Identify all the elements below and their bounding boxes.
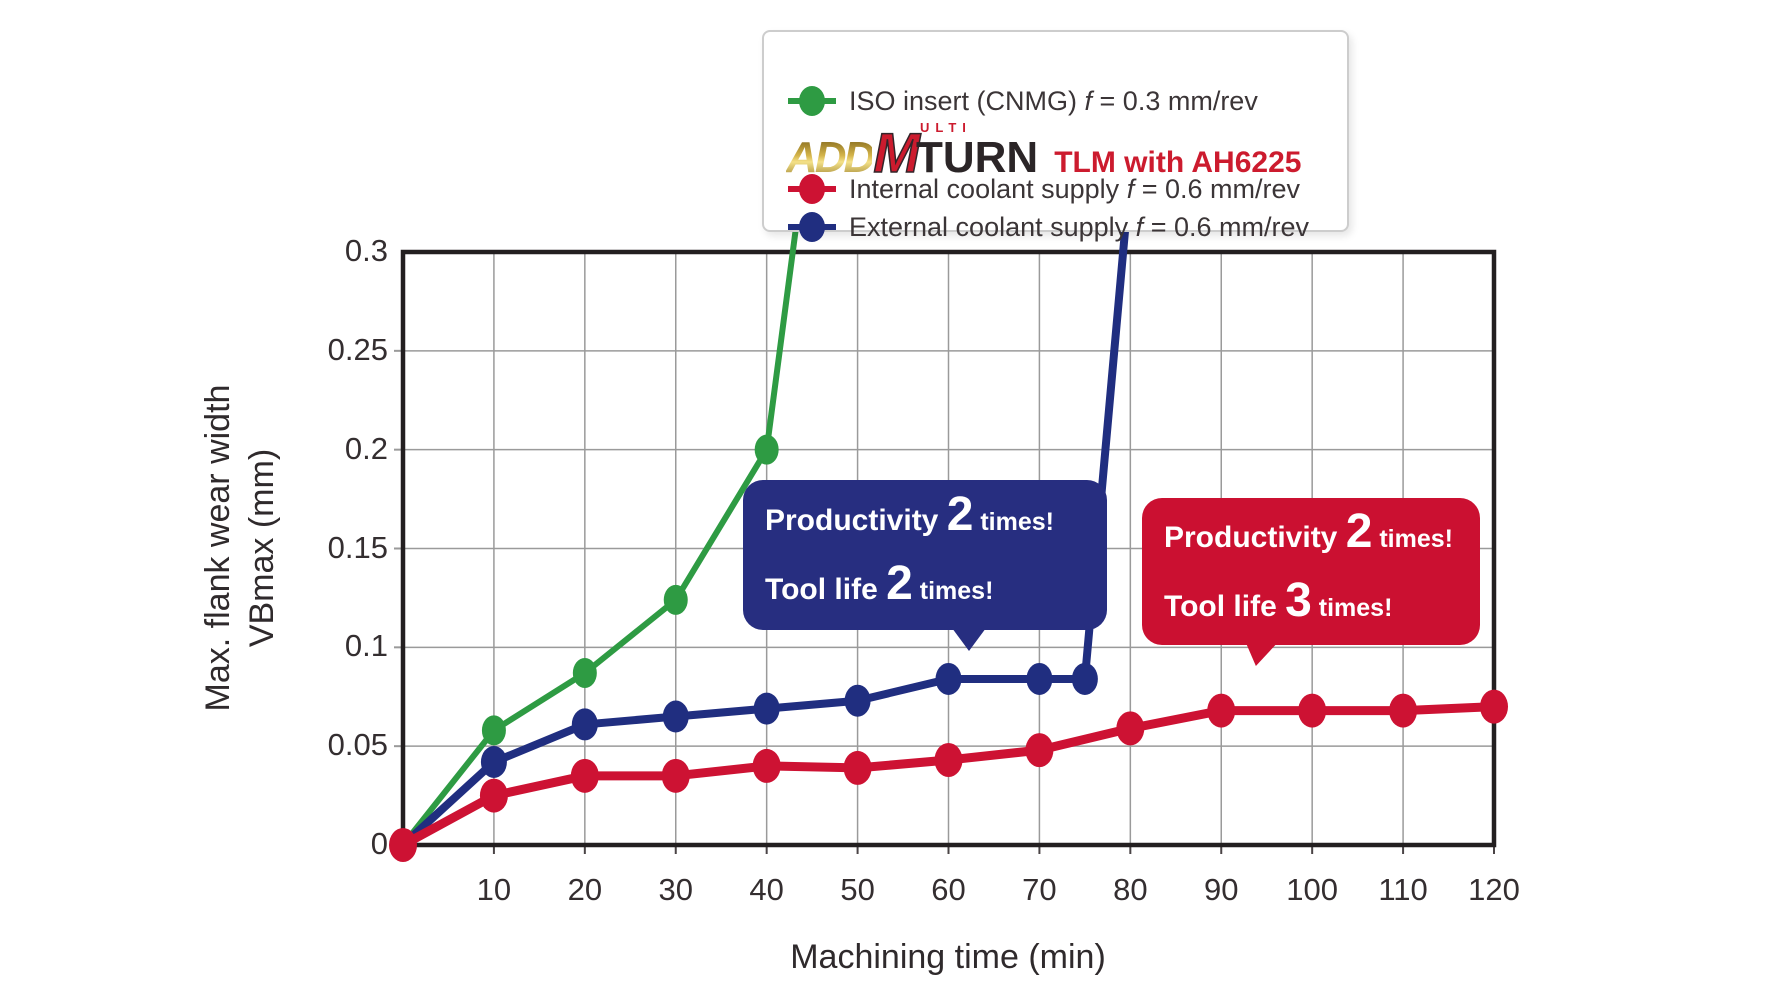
x-tick-label: 60 — [931, 872, 966, 907]
legend-label: External coolant supply f = 0.6 mm/rev — [849, 211, 1309, 242]
data-point — [843, 750, 872, 785]
callout-big-number: 2 — [946, 488, 974, 541]
x-tick-label: 20 — [567, 872, 603, 907]
series-line-2e9b43 — [400, 219, 800, 848]
x-tick-label: 40 — [749, 872, 784, 907]
callout-external-coolant: Productivity 2 times! Tool life 2 times! — [743, 480, 1107, 651]
data-point — [570, 758, 599, 793]
y-axis-title-line1: Max. flank wear width — [199, 384, 237, 712]
legend-label: Internal coolant supply f = 0.6 mm/rev — [849, 173, 1300, 204]
callout-big-number: 2 — [1345, 504, 1373, 558]
data-point — [571, 708, 598, 741]
data-point — [1207, 693, 1236, 728]
data-point — [480, 745, 507, 778]
data-point — [752, 748, 781, 783]
data-point — [661, 758, 690, 793]
logo-grade-text: TLM with AH6225 — [1054, 146, 1302, 179]
data-point — [934, 743, 963, 778]
callout-text: Tool life — [1164, 589, 1286, 623]
data-point — [481, 715, 506, 746]
blue-line-marker-icon — [788, 211, 836, 243]
data-point — [1025, 733, 1054, 768]
y-tick-label: 0.3 — [344, 233, 388, 268]
legend-item-iso-insert: ISO insert (CNMG) f = 0.3 mm/rev — [788, 84, 1258, 118]
callout-text: Productivity — [765, 504, 947, 537]
data-point — [572, 658, 597, 689]
callout-tail-pointer — [1238, 641, 1280, 666]
data-point — [935, 662, 962, 695]
callout-internal-coolant: Productivity 2 times! Tool life 3 times! — [1142, 498, 1480, 666]
data-point — [753, 692, 780, 725]
y-tick-label: 0.05 — [327, 727, 388, 763]
x-tick-label: 10 — [476, 872, 512, 907]
x-tick-label: 50 — [840, 872, 875, 907]
logo-turn-text: TURN — [915, 133, 1039, 182]
legend-item-external-coolant: External coolant supply f = 0.6 mm/rev — [788, 210, 1309, 244]
data-point — [389, 828, 417, 862]
x-tick-label: 30 — [658, 872, 693, 907]
data-point — [662, 700, 689, 733]
data-point — [1116, 711, 1145, 746]
addmultiturn-logo: ADD M ULTI TURN TLM with AH6225 — [786, 120, 1301, 185]
callout-big-number: 3 — [1285, 573, 1312, 627]
data-point — [1071, 662, 1098, 695]
data-point — [1298, 693, 1327, 728]
y-tick-label: 0.25 — [327, 331, 388, 367]
red-line-marker-icon — [788, 173, 836, 205]
x-tick-label: 90 — [1204, 872, 1239, 907]
data-point — [479, 778, 508, 813]
legend-item-internal-coolant: Internal coolant supply f = 0.6 mm/rev — [788, 172, 1300, 206]
data-point — [1389, 693, 1418, 728]
data-point — [1480, 689, 1508, 724]
y-tick-label: 0.2 — [344, 430, 388, 466]
x-tick-label: 70 — [1022, 872, 1057, 907]
y-tick-label: 0 — [370, 826, 388, 861]
x-tick-label: 80 — [1113, 872, 1148, 907]
logo-add-text: ADD — [786, 133, 875, 182]
green-line-marker-icon — [788, 85, 836, 117]
logo-ulti-text: ULTI — [919, 120, 972, 135]
logo-m-text: M — [873, 120, 921, 185]
data-point — [844, 684, 871, 717]
legend-box: ISO insert (CNMG) f = 0.3 mm/rev ADD M ULT… — [762, 30, 1349, 242]
y-tick-label: 0.1 — [344, 628, 388, 664]
y-tick-label: 0.15 — [327, 529, 388, 565]
data-point — [663, 584, 688, 615]
legend-label: ISO insert (CNMG) f = 0.3 mm/rev — [849, 85, 1258, 116]
plot-border — [400, 249, 1497, 848]
callout-text: Tool life — [765, 573, 887, 606]
x-tick-label: 100 — [1286, 872, 1339, 907]
data-point — [754, 434, 779, 465]
callout-big-number: 2 — [886, 557, 913, 610]
callout-text: Productivity — [1164, 520, 1346, 554]
data-point — [1026, 662, 1053, 695]
callout-tail-pointer — [952, 628, 986, 651]
x-tick-label: 120 — [1468, 872, 1520, 907]
x-tick-label: 110 — [1378, 872, 1428, 907]
series-line-202e80 — [399, 218, 1130, 849]
x-axis-title: Machining time (min) — [790, 938, 1106, 976]
